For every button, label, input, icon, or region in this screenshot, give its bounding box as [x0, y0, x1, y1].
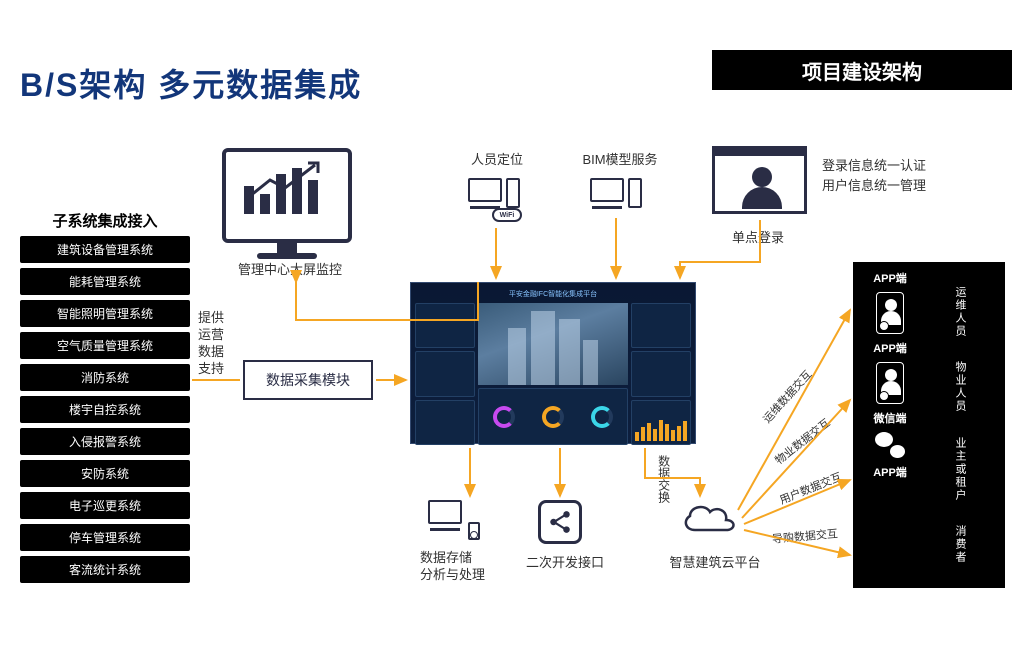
- subsystems-header: 子系统集成接入: [30, 210, 180, 231]
- side-note: 提供 运营 数据 支持: [198, 310, 224, 378]
- banner: 项目建设架构: [712, 50, 1012, 90]
- sso-label: 单点登录: [732, 230, 784, 247]
- login-frame-icon: [712, 146, 807, 214]
- right-panel: APP端 APP端 微信端 APP端 运维人员物业人员业主或租户消费者: [853, 262, 1005, 588]
- role-label: 运维人员: [952, 286, 968, 338]
- subsystem-item: 电子巡更系统: [20, 492, 190, 519]
- app-label-3: APP端: [873, 464, 907, 480]
- pc-bim-icon: [590, 178, 624, 209]
- subsystem-item: 能耗管理系统: [20, 268, 190, 295]
- subsystem-item: 入侵报警系统: [20, 428, 190, 455]
- chart-arrow-icon: [240, 160, 330, 210]
- share-label: 二次开发接口: [520, 555, 610, 572]
- role-label: 物业人员: [952, 361, 968, 413]
- pc-bim-label: BIM模型服务: [560, 152, 680, 169]
- pc-wifi-icon: WiFi: [468, 178, 502, 209]
- cloud-icon: [680, 498, 740, 538]
- avatar-icon: [876, 292, 904, 334]
- dashboard-mini-chart: [631, 400, 691, 445]
- monitor-label: 管理中心大屏监控: [225, 262, 355, 279]
- subsystem-item: 消防系统: [20, 364, 190, 391]
- app-label-2: APP端: [873, 340, 907, 356]
- dashboard-title: 平安金融IFC智能化集成平台: [415, 287, 691, 303]
- subsystem-item: 建筑设备管理系统: [20, 236, 190, 263]
- subsystem-item: 空气质量管理系统: [20, 332, 190, 359]
- dashboard-photo: [478, 303, 628, 385]
- cloud-arrow-label-4: 导购数据交互: [772, 527, 839, 547]
- data-collect-module: 数据采集模块: [243, 360, 373, 400]
- wechat-label: 微信端: [874, 410, 907, 426]
- cloud-label: 智慧建筑云平台: [660, 555, 770, 572]
- dashboard: 平安金融IFC智能化集成平台: [410, 282, 696, 444]
- avatar-icon: [876, 362, 904, 404]
- dashboard-donuts: [478, 388, 628, 445]
- app-endpoints: APP端 APP端 微信端 APP端: [859, 270, 921, 580]
- wechat-icon: [875, 432, 905, 458]
- pc-storage-icon: [428, 500, 462, 531]
- subsystems-list: 建筑设备管理系统能耗管理系统智能照明管理系统空气质量管理系统消防系统楼宇自控系统…: [20, 236, 190, 588]
- role-label: 消费者: [952, 525, 968, 564]
- subsystem-item: 楼宇自控系统: [20, 396, 190, 423]
- cloud-arrow-label-2: 物业数据交互: [773, 416, 834, 468]
- share-icon: [538, 500, 582, 544]
- pc-wifi-label: 人员定位: [452, 152, 542, 169]
- login-text: 登录信息统一认证 用户信息统一管理: [822, 156, 926, 195]
- subsystem-item: 客流统计系统: [20, 556, 190, 583]
- role-label: 业主或租户: [952, 437, 968, 502]
- roles-list: 运维人员物业人员业主或租户消费者: [921, 270, 999, 580]
- cloud-arrow-label-1: 运维数据交互: [761, 368, 816, 427]
- subsystem-item: 停车管理系统: [20, 524, 190, 551]
- data-exchange-label: 数据交换: [655, 455, 671, 503]
- app-label-1: APP端: [873, 270, 907, 286]
- cloud-arrow-label-3: 用户数据交互: [778, 470, 845, 508]
- page-title: B/S架构 多元数据集成: [20, 60, 362, 106]
- storage-label: 数据存储 分析与处理: [420, 550, 500, 584]
- subsystem-item: 安防系统: [20, 460, 190, 487]
- subsystem-item: 智能照明管理系统: [20, 300, 190, 327]
